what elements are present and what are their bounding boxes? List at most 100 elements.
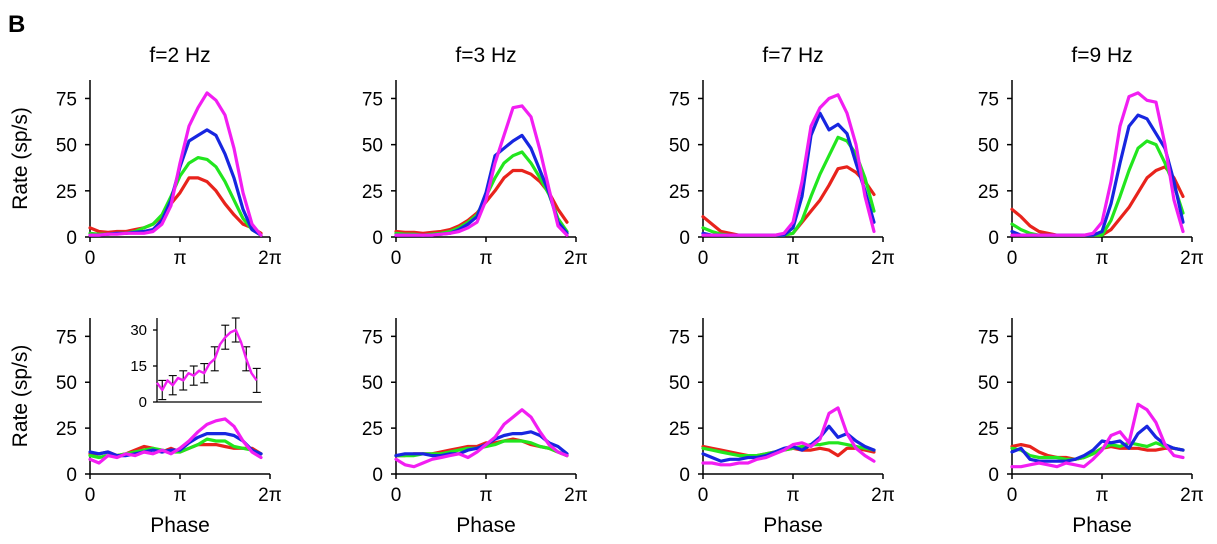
- x-tick-label: 0: [1007, 248, 1018, 269]
- x-axis-label: Phase: [150, 514, 210, 537]
- y-axis-label: Rate (sp/s): [9, 345, 32, 448]
- panel-2: 0 25 50 75 0 π 2π f=3 Hz: [362, 44, 588, 269]
- x-tick-label: 2π: [258, 485, 282, 506]
- series-line-4: [701, 406, 876, 467]
- y-tick-label: 25: [669, 419, 690, 440]
- inset-y-tick-label: 15: [130, 358, 147, 375]
- panel-5: 0 25 50 75 0 π 2π Rate (sp/s) Phase: [9, 318, 282, 537]
- panel-title: f=2 Hz: [149, 44, 210, 67]
- inset-panel: 0 15 30: [130, 317, 262, 411]
- series-line-1: [88, 176, 263, 235]
- x-tick-label: 0: [698, 485, 709, 506]
- series-line-4: [1010, 402, 1185, 469]
- x-tick-label: 0: [391, 485, 402, 506]
- panel-3: 0 25 50 75 0 π 2π f=7 Hz: [669, 44, 895, 269]
- series-line-2: [394, 150, 569, 237]
- y-tick-label: 75: [669, 327, 690, 348]
- x-tick-label: 0: [1007, 485, 1018, 506]
- y-tick-label: 50: [669, 136, 690, 157]
- series-line-3: [701, 111, 876, 237]
- y-tick-label: 75: [56, 89, 77, 110]
- x-tick-label: 2π: [258, 248, 282, 269]
- series-line-4: [701, 93, 876, 237]
- y-tick-label: 25: [362, 419, 383, 440]
- y-tick-label: 75: [669, 89, 690, 110]
- x-tick-label: π: [173, 485, 186, 506]
- y-axis-label: Rate (sp/s): [9, 107, 32, 210]
- panel-8: 0 25 50 75 0 π 2π Phase: [978, 318, 1204, 537]
- series-line-4: [394, 408, 569, 469]
- x-tick-label: π: [1095, 485, 1108, 506]
- series-line-4: [1010, 91, 1185, 237]
- panel-1: 0 25 50 75 0 π 2π f=2 Hz Rate (sp/s): [9, 44, 282, 269]
- series-line-4: [88, 417, 263, 465]
- inset-y-tick-label: 30: [130, 322, 147, 339]
- x-tick-label: 0: [85, 248, 96, 269]
- series-line-1: [701, 165, 876, 237]
- series-line-4: [88, 91, 263, 237]
- inset-series-line: [156, 328, 258, 392]
- y-tick-label: 0: [66, 465, 77, 486]
- x-tick-label: π: [786, 485, 799, 506]
- x-axis-label: Phase: [1072, 514, 1132, 537]
- x-tick-label: 0: [698, 248, 709, 269]
- x-tick-label: π: [173, 248, 186, 269]
- series-line-2: [1010, 441, 1185, 461]
- panel-7: 0 25 50 75 0 π 2π Phase: [669, 318, 895, 537]
- x-tick-label: 2π: [564, 485, 588, 506]
- panel-title: f=7 Hz: [762, 44, 823, 67]
- x-tick-label: 2π: [1180, 248, 1204, 269]
- y-tick-label: 50: [56, 136, 77, 157]
- y-tick-label: 0: [679, 465, 690, 486]
- series-line-3: [1010, 424, 1185, 463]
- y-tick-label: 75: [362, 89, 383, 110]
- x-tick-label: π: [479, 248, 492, 269]
- y-tick-label: 0: [372, 465, 383, 486]
- series-line-2: [701, 135, 876, 237]
- panel-title: f=9 Hz: [1071, 44, 1132, 67]
- series-line-1: [1010, 165, 1185, 237]
- x-tick-label: π: [786, 248, 799, 269]
- charts-group: 0 25 50 75 0 π 2π f=2 Hz Rate (sp/s) 0 25 50 75 0 π 2π f…: [9, 44, 1204, 537]
- panel-6: 0 25 50 75 0 π 2π Phase: [362, 318, 588, 537]
- y-tick-label: 50: [362, 373, 383, 394]
- y-tick-label: 50: [978, 136, 999, 157]
- series-line-3: [1010, 113, 1185, 237]
- series-line-4: [394, 104, 569, 237]
- x-tick-label: 2π: [871, 485, 895, 506]
- y-tick-label: 25: [362, 182, 383, 203]
- y-tick-label: 0: [988, 228, 999, 249]
- y-tick-label: 0: [372, 228, 383, 249]
- x-axis-label: Phase: [763, 514, 823, 537]
- y-tick-label: 75: [56, 327, 77, 348]
- y-tick-label: 50: [362, 136, 383, 157]
- y-tick-label: 50: [669, 373, 690, 394]
- x-tick-label: π: [479, 485, 492, 506]
- y-tick-label: 75: [362, 327, 383, 348]
- y-tick-label: 50: [56, 373, 77, 394]
- y-tick-label: 0: [66, 228, 77, 249]
- x-tick-label: 0: [85, 485, 96, 506]
- panel-label: B: [8, 11, 25, 38]
- x-tick-label: 2π: [1180, 485, 1204, 506]
- x-tick-label: 2π: [871, 248, 895, 269]
- series-line-2: [1010, 139, 1185, 237]
- x-tick-label: π: [1095, 248, 1108, 269]
- y-tick-label: 25: [56, 182, 77, 203]
- x-axis-label: Phase: [456, 514, 516, 537]
- y-tick-label: 0: [988, 465, 999, 486]
- x-tick-label: 2π: [564, 248, 588, 269]
- y-tick-label: 75: [978, 327, 999, 348]
- inset-y-tick-label: 0: [139, 394, 147, 411]
- y-tick-label: 25: [978, 182, 999, 203]
- panel-4: 0 25 50 75 0 π 2π f=9 Hz: [978, 44, 1204, 269]
- panel-title: f=3 Hz: [455, 44, 516, 67]
- y-tick-label: 75: [978, 89, 999, 110]
- y-tick-label: 25: [56, 419, 77, 440]
- y-tick-label: 0: [679, 228, 690, 249]
- y-tick-label: 25: [669, 182, 690, 203]
- y-tick-label: 50: [978, 373, 999, 394]
- y-tick-label: 25: [978, 419, 999, 440]
- x-tick-label: 0: [391, 248, 402, 269]
